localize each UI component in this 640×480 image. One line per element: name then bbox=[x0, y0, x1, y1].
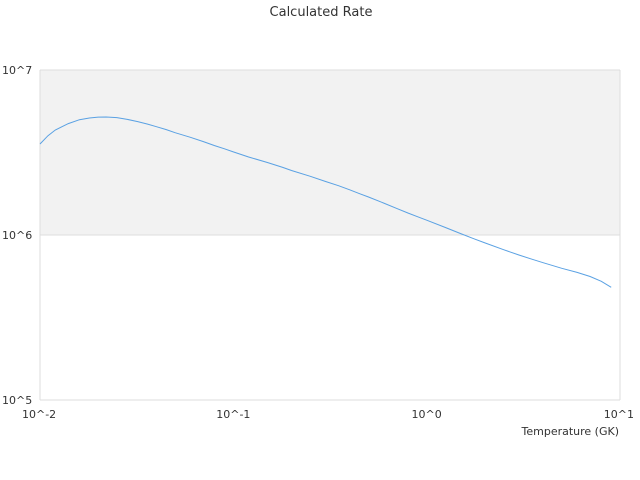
x-tick-label: 10^0 bbox=[412, 408, 442, 421]
y-tick-label: 10^7 bbox=[2, 64, 32, 77]
x-tick-label: 10^-2 bbox=[22, 408, 56, 421]
y-tick-label: 10^6 bbox=[2, 229, 32, 242]
y-tick-label: 10^5 bbox=[2, 394, 32, 407]
chart-title: Calculated Rate bbox=[270, 5, 373, 20]
series-line bbox=[39, 116, 612, 288]
x-axis-label: Temperature (GK) bbox=[521, 425, 620, 438]
shaded-band bbox=[40, 70, 620, 235]
x-tick-label: 10^-1 bbox=[216, 408, 250, 421]
x-tick-label: 10^1 bbox=[604, 408, 634, 421]
